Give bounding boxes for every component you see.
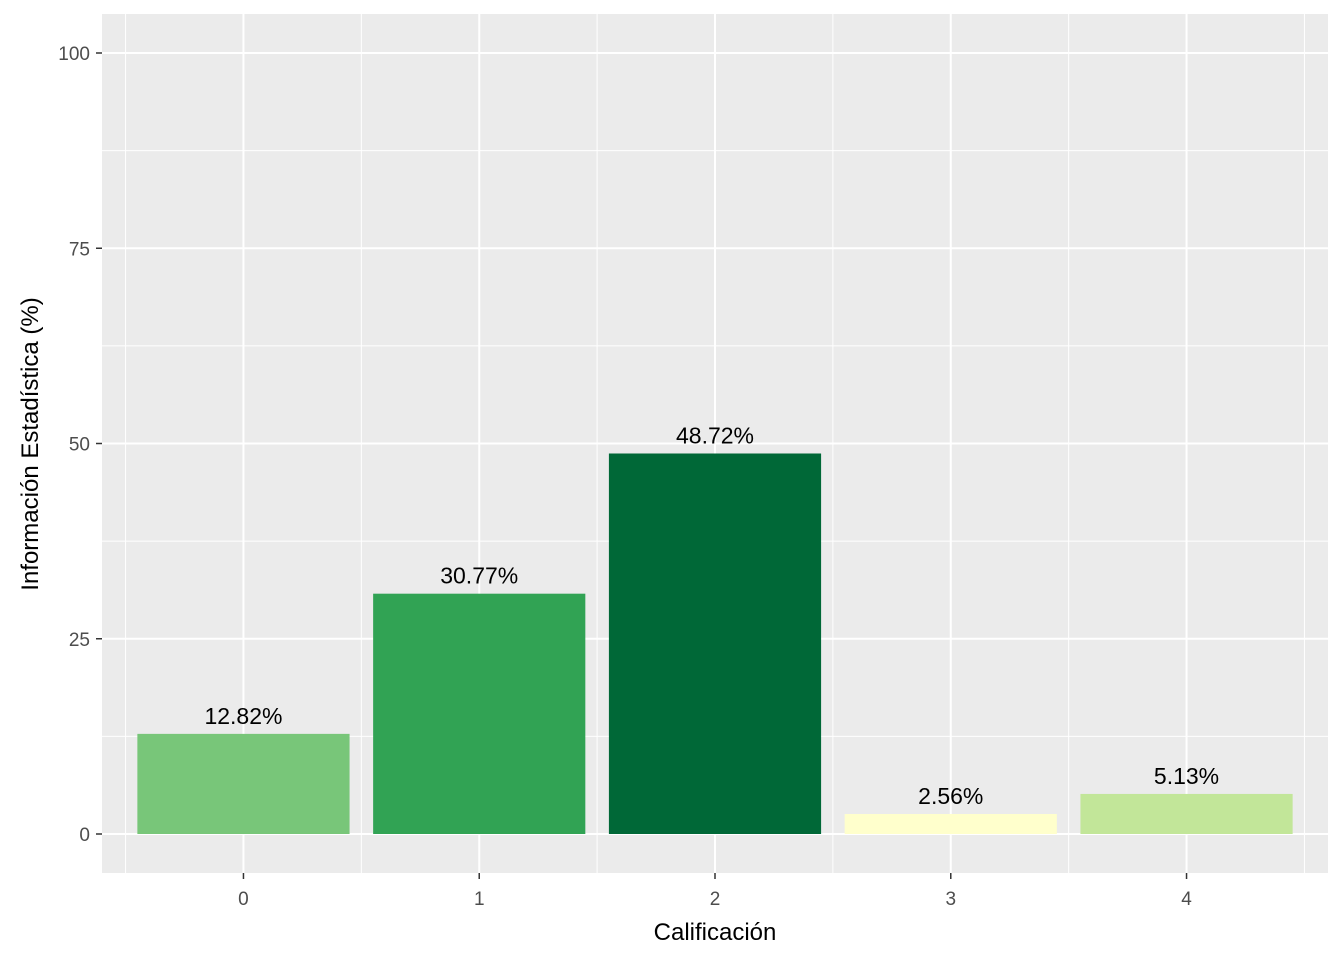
- y-tick-label: 0: [79, 825, 90, 846]
- bars-layer: [137, 453, 1293, 834]
- bar-value-label: 48.72%: [676, 422, 754, 448]
- y-axis: 0 25 50 75 100: [58, 44, 102, 846]
- bar-value-label: 5.13%: [1154, 763, 1219, 789]
- y-tick-label: 75: [69, 239, 90, 260]
- y-tick-label: 100: [58, 44, 90, 65]
- y-tick-label: 50: [69, 435, 90, 456]
- y-tick-label: 25: [69, 630, 90, 651]
- x-tick-label: 0: [238, 889, 249, 910]
- x-tick-label: 2: [710, 889, 721, 910]
- x-tick-label: 3: [945, 889, 956, 910]
- bar: [1080, 793, 1293, 834]
- x-tick-label: 1: [474, 889, 485, 910]
- bar: [137, 733, 350, 834]
- bar-labels-layer: 12.82% 30.77% 48.72% 2.56% 5.13%: [204, 422, 1219, 809]
- bar: [844, 814, 1057, 834]
- y-axis-title: Información Estadística (%): [17, 297, 44, 590]
- x-axis: 0 1 2 3 4: [238, 873, 1192, 910]
- bar-value-label: 30.77%: [440, 563, 518, 589]
- x-axis-title: Calificación: [654, 919, 777, 946]
- bar-value-label: 2.56%: [918, 783, 983, 809]
- bar-value-label: 12.82%: [204, 703, 282, 729]
- x-tick-label: 4: [1181, 889, 1192, 910]
- bar: [608, 453, 822, 834]
- bar: [373, 593, 586, 834]
